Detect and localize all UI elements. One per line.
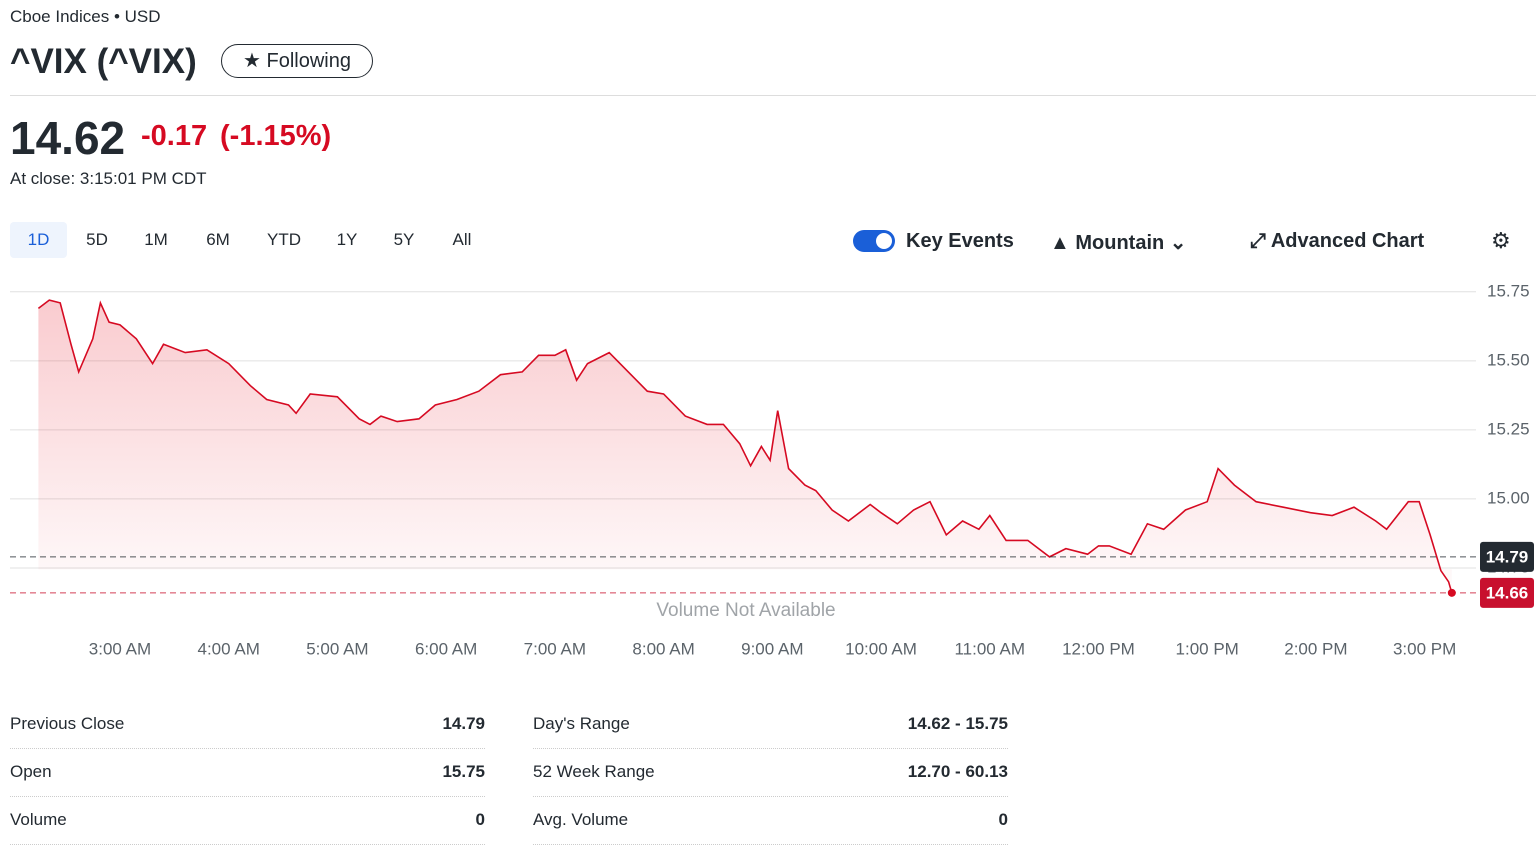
title: ^VIX (^VIX) (10, 42, 197, 81)
x-tick-label: 3:00 PM (1393, 639, 1456, 658)
change-percent: (-1.15%) (220, 120, 332, 152)
y-tick-label: 15.50 (1487, 350, 1530, 369)
stat-label: Volume (10, 810, 67, 829)
x-tick-label: 2:00 PM (1284, 639, 1347, 658)
chart-type-button[interactable]: ▲ Mountain ⌄ (1050, 232, 1187, 254)
range-tab[interactable]: 5D (86, 230, 108, 249)
stat-value: 12.70 - 60.13 (907, 762, 1008, 781)
chart: Volume Not Available 14.7515.0015.2515.5… (10, 281, 1534, 658)
x-tick-label: 8:00 AM (632, 639, 694, 658)
range-tab[interactable]: 5Y (393, 230, 415, 249)
stat-row: Open 15.75 (10, 748, 485, 797)
stat-row: 52 Week Range 12.70 - 60.13 (533, 748, 1008, 797)
stat-value: 0 (998, 810, 1008, 829)
reference-label: 14.79 (1486, 547, 1529, 566)
y-tick-label: 15.00 (1487, 488, 1530, 507)
stat-label: 52 Week Range (533, 762, 655, 781)
range-tab[interactable]: 1D (10, 222, 67, 258)
last-point (1447, 588, 1456, 597)
y-tick-label: 15.25 (1487, 419, 1530, 438)
stat-row: Volume 0 (10, 796, 485, 845)
stat-label: Day's Range (533, 714, 630, 733)
line (37, 299, 1453, 594)
stat-label: Open (10, 762, 52, 781)
stat-row: Previous Close 14.79 (10, 700, 485, 749)
volume-note: Volume Not Available (656, 600, 835, 621)
exchange: Cboe Indices • USD (10, 7, 161, 26)
divider (10, 95, 1536, 96)
key-events-label: Key Events (906, 230, 1014, 252)
range-tab[interactable]: All (452, 230, 472, 249)
range-tab[interactable]: 1Y (336, 230, 358, 249)
range-tab[interactable]: YTD (267, 230, 301, 249)
x-tick-label: 5:00 AM (306, 639, 368, 658)
x-tick-label: 12:00 PM (1062, 639, 1135, 658)
stat-value: 14.62 - 15.75 (907, 714, 1008, 733)
y-tick-label: 15.75 (1487, 281, 1530, 300)
x-tick-label: 7:00 AM (524, 639, 586, 658)
market-time: At close: 3:15:01 PM CDT (10, 169, 207, 188)
stat-value: 0 (475, 810, 485, 829)
range-tab[interactable]: 6M (206, 230, 230, 249)
stat-value: 15.75 (442, 762, 485, 781)
x-tick-label: 1:00 PM (1176, 639, 1239, 658)
settings-icon[interactable]: ⚙ (1491, 228, 1511, 253)
key-events-toggle[interactable] (853, 230, 895, 252)
reference-badge (1480, 577, 1534, 608)
follow-label: Following (266, 50, 351, 72)
x-tick-label: 3:00 AM (89, 639, 151, 658)
change: -0.17 (141, 120, 208, 152)
reference-badge (1480, 541, 1534, 572)
advanced-chart-label: Advanced Chart (1270, 230, 1425, 252)
x-tick-label: 9:00 AM (741, 639, 803, 658)
x-tick-label: 6:00 AM (415, 639, 477, 658)
price: 14.62 (10, 112, 126, 164)
chart-type-label: Mountain (1075, 232, 1165, 254)
stat-label: Avg. Volume (533, 810, 629, 829)
x-tick-label: 11:00 AM (954, 639, 1025, 658)
range-tab[interactable]: 1M (144, 230, 168, 249)
x-tick-label: 10:00 AM (845, 639, 917, 658)
stat-row: Day's Range 14.62 - 15.75 (533, 700, 1008, 749)
x-tick-label: 4:00 AM (198, 639, 260, 658)
stat-label: Previous Close (10, 714, 125, 733)
advanced-chart-button[interactable]: ⤢ Advanced Chart (1250, 230, 1425, 252)
follow-button[interactable]: ★ Following (221, 44, 373, 78)
stat-row: Avg. Volume 0 (533, 796, 1008, 845)
area (38, 300, 1452, 593)
reference-label: 14.66 (1486, 583, 1529, 602)
stat-value: 14.79 (442, 714, 485, 733)
